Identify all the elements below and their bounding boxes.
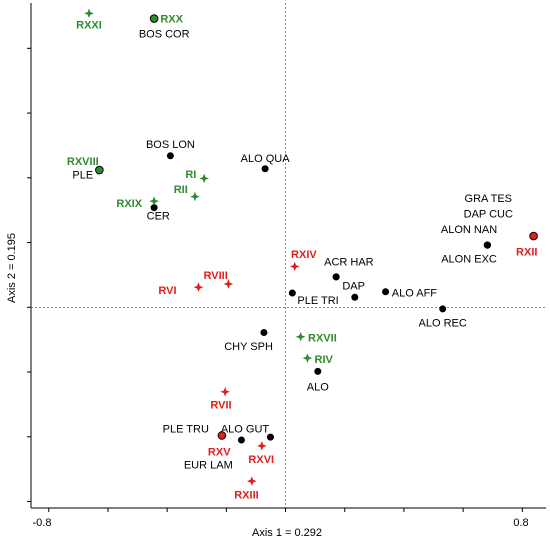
- site-point-rxiv: [289, 261, 300, 272]
- site-point-rxiii: [246, 476, 257, 486]
- x-axis-label: Axis 1 = 0.292: [252, 527, 322, 539]
- point-label-alon-nan: ALON NAN: [441, 224, 497, 236]
- site-point-rxix: [149, 196, 159, 206]
- site-point-rvii: [220, 386, 230, 397]
- point-label-alo: ALO: [307, 381, 329, 393]
- point-label-ri: RI: [185, 169, 196, 181]
- species-point-alo-gut: [266, 433, 274, 441]
- point-label-dap: DAP: [342, 281, 365, 293]
- point-label-acr-har: ACR HAR: [324, 257, 374, 269]
- axis-ticks: [27, 47, 523, 512]
- point-label-ple-tri: PLE TRI: [297, 295, 338, 307]
- point-label-rxvi: RXVI: [248, 454, 274, 466]
- point-label-rxvii: RXVII: [308, 333, 337, 345]
- site-point-rxx: [149, 14, 159, 23]
- site-point-rxvii: [295, 331, 306, 342]
- species-point-chy-sph: [260, 329, 268, 337]
- point-label-rvi: RVI: [158, 285, 176, 297]
- species-point-bos-lon: [166, 152, 174, 160]
- x-tick-label-right: 0.8: [513, 517, 528, 529]
- point-label-bos-lon: BOS LON: [146, 139, 195, 151]
- point-label-gra-tes: GRA TES: [465, 193, 512, 205]
- species-point-alo-aff: [382, 288, 390, 296]
- site-point-riv: [302, 353, 313, 363]
- species-point-cer: [150, 204, 158, 212]
- point-label-rxviii: RXVIII: [67, 156, 99, 168]
- point-label-rxiv: RXIV: [291, 249, 317, 261]
- point-label-ple: PLE: [72, 170, 93, 182]
- point-label-eur-lam: EUR LAM: [184, 460, 233, 472]
- point-label-rviii: RVIII: [204, 270, 228, 282]
- species-point-ple-tri: [351, 293, 359, 301]
- x-tick-label-left: -0.8: [33, 517, 52, 529]
- site-point-rviii: [223, 279, 234, 289]
- species-point-dap: [332, 273, 340, 281]
- species-point-ple-tri: [288, 289, 296, 297]
- species-point-alo-qua: [261, 165, 269, 173]
- point-label-rxv: RXV: [208, 447, 231, 459]
- site-point-rxii: [529, 231, 538, 241]
- plot-frame: [30, 3, 546, 509]
- point-labels: RXXI RXX BOS COR BOS LON ALO QUA RXVIII PLE RI R…: [67, 14, 538, 502]
- species-point-alo: [314, 367, 322, 375]
- point-label-riv: RIV: [315, 354, 334, 366]
- site-point-rxvi: [257, 441, 267, 451]
- point-label-rxx: RXX: [160, 14, 183, 26]
- point-label-bos-cor: BOS COR: [139, 28, 190, 40]
- species-point-alo-rec: [439, 305, 447, 313]
- site-point-rxv: [217, 431, 227, 440]
- site-point-rii: [190, 191, 200, 202]
- reference-lines: [31, 3, 546, 508]
- point-label-alon-exc: ALON EXC: [441, 253, 497, 265]
- point-label-rxix: RXIX: [116, 198, 142, 210]
- point-label-rvii: RVII: [210, 399, 231, 411]
- site-point-ri: [199, 173, 209, 184]
- species-point-alon-exc: [483, 241, 491, 249]
- point-label-dap-cuc: DAP CUC: [464, 208, 513, 220]
- point-label-rii: RII: [174, 184, 188, 196]
- point-label-alo-qua: ALO QUA: [241, 153, 291, 165]
- point-label-rxii: RXII: [516, 247, 537, 259]
- point-label-alo-aff: ALO AFF: [392, 287, 438, 299]
- point-label-chy-sph: CHY SPH: [224, 341, 273, 353]
- point-label-rxiii: RXIII: [234, 489, 258, 501]
- point-label-alo-gut: ALO GUT: [221, 423, 270, 435]
- point-label-rxxi: RXXI: [76, 20, 102, 32]
- species-point-ple-tru: [237, 436, 245, 444]
- point-label-cer: CER: [147, 211, 170, 223]
- site-point-rxviii: [95, 165, 104, 175]
- point-label-ple-tru: PLE TRU: [163, 423, 209, 435]
- point-label-alo-rec: ALO REC: [419, 318, 467, 330]
- y-axis-label: Axis 2 = 0.195: [6, 233, 18, 303]
- data-marks: [84, 8, 538, 486]
- site-point-rxxi: [84, 8, 94, 19]
- site-point-rvi: [193, 282, 204, 293]
